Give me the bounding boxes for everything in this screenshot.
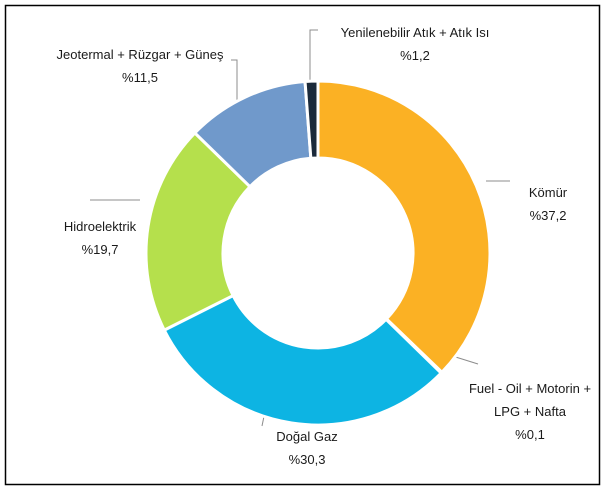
category-name: Yenilenebilir Atık + Atık Isı bbox=[340, 25, 490, 40]
slice-label: Doğal Gaz %30,3 bbox=[247, 425, 367, 471]
category-name: Hidroelektrik bbox=[63, 219, 137, 234]
leader-line bbox=[231, 59, 238, 100]
donut-slice bbox=[144, 130, 253, 333]
category-name: Kömür bbox=[528, 185, 568, 200]
slice-label: Hidroelektrik %19,7 bbox=[40, 215, 160, 261]
category-name: Doğal Gaz bbox=[276, 429, 338, 444]
slice-label: Fuel - Oil + Motorin + LPG + Nafta %0,1 bbox=[455, 377, 605, 446]
donut-slice bbox=[162, 293, 444, 427]
value-label: %11,5 bbox=[122, 70, 158, 85]
value-label: %30,3 bbox=[288, 452, 326, 467]
category-name: Fuel - Oil + Motorin + LPG + Nafta bbox=[468, 381, 592, 419]
value-label: %19,7 bbox=[81, 242, 119, 257]
donut-slice bbox=[316, 79, 492, 375]
category-name: Jeotermal + Rüzgar + Güneş bbox=[56, 47, 224, 62]
value-label: %1,2 bbox=[400, 48, 430, 63]
donut-slice bbox=[303, 79, 320, 160]
slice-label: Kömür %37,2 bbox=[508, 181, 588, 227]
slice-label: Yenilenebilir Atık + Atık Isı %1,2 bbox=[300, 21, 530, 67]
leader-line bbox=[309, 29, 318, 82]
value-label: %0,1 bbox=[515, 427, 545, 442]
frame bbox=[4, 4, 601, 486]
value-label: %37,2 bbox=[529, 208, 567, 223]
slice-label: Jeotermal + Rüzgar + Güneş %11,5 bbox=[25, 43, 255, 89]
